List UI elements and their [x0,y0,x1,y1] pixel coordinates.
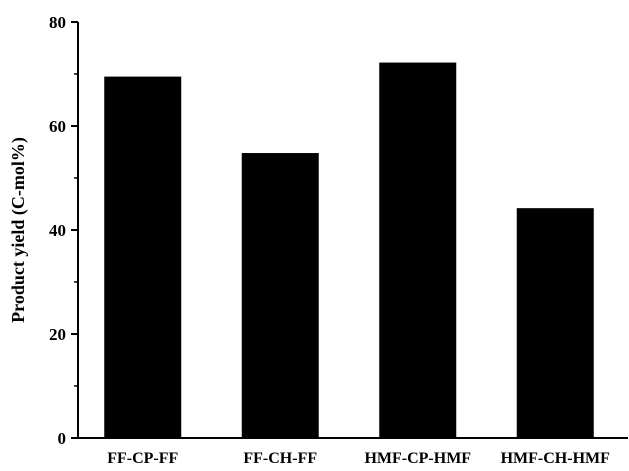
x-tick-label-HMF-CH-HMF: HMF-CH-HMF [501,450,611,467]
bars-group [104,62,594,439]
y-tick-label-0: 0 [58,429,67,448]
x-tick-label-FF-CP-FF: FF-CP-FF [107,450,178,467]
x-tick-labels-group: FF-CP-FF FF-CH-FF HMF-CP-HMF HMF-CH-HMF [107,450,610,467]
y-axis-title: Product yield (C-mol%) [8,137,29,323]
x-tick-label-HMF-CP-HMF: HMF-CP-HMF [364,450,471,467]
y-ticks-group: 0 20 40 60 80 [49,13,78,448]
bar-FF-CH-FF [241,153,319,439]
bar-FF-CP-FF [104,76,182,438]
x-tick-label-FF-CH-FF: FF-CH-FF [243,450,317,467]
y-tick-label-40: 40 [49,221,66,240]
y-tick-label-80: 80 [49,13,66,32]
y-tick-label-20: 20 [49,325,66,344]
bar-HMF-CP-HMF [379,62,457,439]
bar-HMF-CH-HMF [516,208,594,438]
y-tick-label-60: 60 [49,117,66,136]
